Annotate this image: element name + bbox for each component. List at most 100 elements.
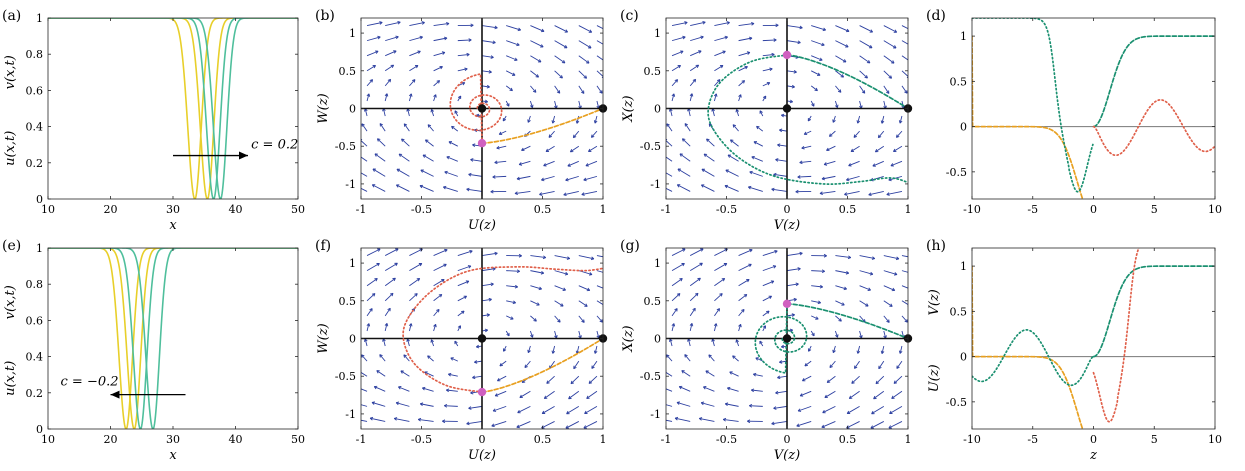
quiver-arrow-head: [420, 169, 424, 173]
quiver-arrow-head: [771, 52, 775, 57]
quiver-arrow: [384, 292, 394, 302]
quiver-arrow-head: [743, 294, 748, 298]
quiver-arrow-head: [773, 172, 777, 177]
quiver-arrow: [518, 160, 531, 166]
quiver-arrow-head: [865, 303, 869, 307]
quiver-arrow: [883, 270, 898, 276]
quiver-arrow-head: [441, 51, 446, 55]
quiver-arrow-head: [494, 393, 499, 397]
quiver-arrow-head: [472, 375, 476, 380]
quiver-arrow: [786, 283, 799, 287]
y-tick-label: 1: [36, 242, 43, 255]
quiver-arrow: [517, 405, 531, 414]
quiver-arrow: [457, 39, 472, 42]
quiver-arrow: [596, 315, 603, 323]
y-axis-label-2: v(x,t): [3, 55, 18, 89]
y-tick-label: 0.8: [26, 48, 44, 61]
quiver-arrow: [470, 159, 483, 162]
quiver-arrow: [408, 93, 412, 102]
quiver-arrow-head: [891, 60, 895, 64]
quiver-arrow-head: [746, 51, 751, 55]
x-tick-label: 40: [229, 433, 243, 446]
quiver-arrow: [541, 405, 555, 414]
quiver-arrow: [850, 145, 860, 152]
quiver-arrow: [427, 124, 434, 132]
quiver-arrow-head: [379, 123, 384, 127]
quiver-arrow: [738, 294, 748, 302]
quiver-arrow: [481, 298, 492, 302]
quiver-arrow: [738, 23, 755, 26]
quiver-arrow: [495, 390, 507, 397]
quiver-arrow: [409, 263, 423, 272]
quiver-arrow-head: [726, 21, 730, 25]
quiver-arrow: [457, 68, 468, 72]
quiver-arrow-head: [490, 189, 494, 194]
x-tick-label: -1: [356, 433, 367, 446]
y-axis-label-2: v(x,t): [3, 285, 18, 319]
x-tick-label: 0: [479, 433, 486, 446]
quiver-arrow: [494, 160, 507, 164]
quiver-arrow: [708, 354, 715, 362]
quiver-arrow-head: [749, 248, 753, 253]
quiver-arrow: [596, 100, 600, 109]
quiver-arrow-head: [844, 192, 848, 196]
x-tick-label: 0: [1090, 203, 1097, 216]
quiver-arrow-head: [802, 378, 806, 382]
quiver-arrow: [530, 55, 542, 63]
quiver-arrow: [714, 263, 728, 272]
quiver-arrow-head: [424, 139, 429, 143]
quiver-arrow-head: [700, 401, 705, 406]
quiver-arrow-head: [494, 251, 498, 256]
quiver-arrow: [366, 263, 380, 272]
y-tick-label: 0: [349, 103, 356, 116]
quiver-arrow: [835, 70, 844, 78]
quiver-arrow-head: [869, 271, 874, 276]
quiver-arrow: [454, 110, 459, 117]
quiver-arrow-head: [695, 64, 700, 69]
quiver-arrow-head: [393, 50, 397, 54]
quiver-arrow: [446, 389, 458, 392]
quiver-arrow-head: [856, 120, 861, 124]
quiver-arrow-head: [872, 163, 876, 167]
quiver-arrow-head: [867, 287, 871, 291]
quiver-arrow-head: [747, 419, 751, 424]
quiver-arrow: [384, 262, 398, 272]
quiver-arrow: [481, 283, 494, 287]
quiver-arrow: [588, 145, 598, 152]
quiver-arrow: [566, 405, 580, 415]
panel-label: (c): [620, 8, 639, 24]
y-tick-label: -1: [650, 408, 661, 421]
quiver-arrow: [878, 360, 885, 369]
quiver-arrow: [738, 51, 751, 57]
series-line-Xz: [972, 329, 1094, 387]
quiver-arrow: [762, 325, 766, 332]
quiver-arrow-head: [771, 421, 775, 426]
quiver-arrow-head: [759, 110, 763, 114]
quiver-arrow: [491, 421, 507, 427]
quiver-arrow: [835, 300, 845, 306]
quiver-arrow: [543, 160, 555, 167]
quiver-arrow-head: [372, 168, 376, 172]
quiver-arrow-head: [414, 293, 418, 297]
quiver-arrow: [596, 25, 603, 30]
quiver-arrow-head: [516, 269, 520, 274]
quiver-arrow: [666, 388, 673, 392]
quiver-arrow: [738, 249, 753, 256]
quiver-arrow-head: [430, 109, 435, 113]
quiver-arrow-head: [803, 131, 808, 136]
quiver-arrow: [676, 401, 691, 407]
quiver-arrow: [554, 285, 566, 291]
quiver-arrow: [736, 339, 740, 347]
quiver-arrow-head: [532, 89, 537, 93]
quiver-arrow-head: [384, 323, 389, 327]
quiver-arrow: [759, 110, 764, 117]
quiver-arrow-head: [537, 59, 542, 63]
quiver-arrow-head: [371, 293, 376, 297]
quiver-arrow-head: [444, 248, 448, 253]
quiver-arrow: [753, 373, 763, 377]
x-tick-label: 0: [784, 203, 791, 216]
quiver-arrow: [554, 300, 564, 307]
quiver-arrow-head: [516, 424, 520, 429]
y-tick-label: 0: [349, 333, 356, 346]
quiver-arrow-head: [590, 256, 595, 261]
